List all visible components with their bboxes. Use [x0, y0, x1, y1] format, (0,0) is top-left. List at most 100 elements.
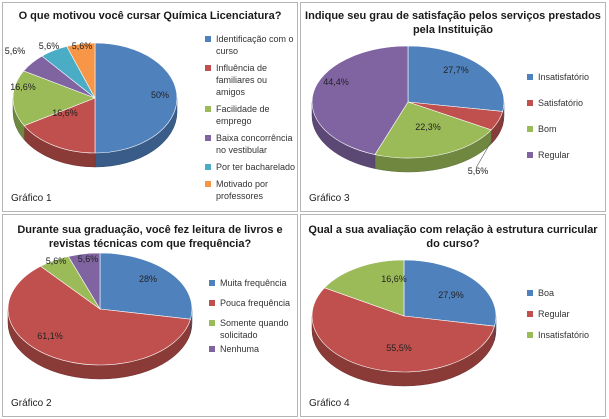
legend-swatch	[205, 106, 211, 112]
pie-slice	[12, 70, 96, 127]
chart-legend: Insatisfatório Satisfatório Bom Regular	[527, 71, 605, 175]
legend-swatch	[527, 311, 533, 317]
data-label: 5,6%	[46, 256, 67, 266]
legend-item: Muita frequência	[209, 277, 297, 289]
legend-swatch	[209, 320, 215, 326]
legend-swatch	[205, 135, 211, 141]
legend-label: Identificação com o curso	[216, 34, 294, 56]
pie-slice	[67, 252, 101, 311]
data-label: 5,6%	[78, 254, 99, 264]
data-label: 61,1%	[37, 331, 63, 341]
pie-slice	[23, 97, 96, 154]
legend-swatch	[209, 300, 215, 306]
chart-legend: Muita frequência Pouca frequência Soment…	[209, 277, 297, 360]
data-label: 55,5%	[386, 343, 412, 353]
chart-panel-2: Durante sua graduação, você fez leitura …	[2, 214, 298, 417]
legend-swatch	[527, 126, 533, 132]
data-label: 27,9%	[438, 290, 464, 300]
chart-legend: Identificação com o curso Influência de …	[205, 33, 297, 207]
data-label: 28%	[139, 274, 157, 284]
pie-slice	[374, 101, 492, 159]
chart-panel-4: Qual a sua avaliação com relação à estru…	[300, 214, 606, 417]
legend-swatch	[527, 290, 533, 296]
legend-swatch	[527, 74, 533, 80]
pie-slice	[407, 45, 505, 112]
legend-item: Satisfatório	[527, 97, 605, 109]
legend-swatch	[527, 152, 533, 158]
data-label: 5,6%	[5, 46, 26, 56]
legend-label: Satisfatório	[538, 98, 584, 108]
legend-swatch	[209, 346, 215, 352]
figure-label: Gráfico 2	[11, 398, 52, 409]
data-label: 5,6%	[72, 41, 93, 51]
data-label: 50%	[151, 90, 169, 100]
chart-title: Indique seu grau de satisfação pelos ser…	[305, 10, 601, 36]
legend-item: Regular	[527, 308, 605, 320]
data-label: 44,4%	[323, 77, 349, 87]
pie-slice	[94, 42, 178, 154]
legend-label: Pouca frequência	[220, 298, 291, 308]
legend-label: Boa	[538, 288, 555, 298]
chart-title: O que motivou você cursar Química Licenc…	[18, 10, 282, 22]
legend-swatch	[205, 65, 211, 71]
legend-item: Regular	[527, 149, 605, 161]
chart-title: Durante sua graduação, você fez leitura …	[17, 224, 283, 250]
pie-slice	[311, 287, 495, 373]
legend-item: Baixa concorrência no vestibular	[205, 132, 297, 156]
legend-label: Insatisfatório	[538, 330, 590, 340]
legend-label: Facilidade de emprego	[216, 104, 270, 126]
legend-swatch	[527, 100, 533, 106]
data-label: 27,7%	[443, 65, 469, 75]
legend-label: Motivado por professores	[216, 179, 269, 201]
legend-label: Bom	[538, 124, 557, 134]
pie-slice	[403, 259, 497, 327]
legend-item: Insatisfatório	[527, 71, 605, 83]
data-label: 16,6%	[10, 82, 36, 92]
chart-title: Qual a sua avaliação com relação à estru…	[308, 224, 598, 250]
figure-label: Gráfico 4	[309, 398, 350, 409]
pie-chart: 27,9% 55,5% 16,6%	[311, 259, 497, 387]
legend-label: Influência de familiares ou amigos	[216, 63, 268, 97]
legend-item: Bom	[527, 123, 605, 135]
legend-label: Muita frequência	[220, 278, 287, 288]
legend-item: Insatisfatório	[527, 329, 605, 341]
chart-legend: Boa Regular Insatisfatório	[527, 287, 605, 346]
leader-line	[475, 128, 499, 169]
pie-slice	[323, 259, 405, 317]
legend-swatch	[527, 332, 533, 338]
figure-label: Gráfico 1	[11, 193, 52, 204]
legend-swatch	[205, 181, 211, 187]
legend-label: Baixa concorrência no vestibular	[216, 133, 293, 155]
pie-chart: 28% 61,1% 5,6% 5,6%	[7, 252, 193, 380]
legend-item: Motivado por professores	[205, 178, 297, 202]
legend-item: Por ter bacharelado	[205, 161, 297, 173]
legend-item: Influência de familiares ou amigos	[205, 62, 297, 98]
data-label: 5,6%	[468, 166, 489, 176]
data-label: 22,3%	[415, 122, 441, 132]
chart-panel-1: O que motivou você cursar Química Licenc…	[2, 2, 298, 212]
pie-slice	[311, 45, 409, 155]
legend-label: Insatisfatório	[538, 72, 590, 82]
pie-slice	[66, 42, 96, 99]
data-label: 5,6%	[39, 41, 60, 51]
legend-item: Facilidade de emprego	[205, 103, 297, 127]
pie-slice	[7, 265, 191, 366]
legend-item: Identificação com o curso	[205, 33, 297, 57]
chart-panel-3: Indique seu grau de satisfação pelos ser…	[300, 2, 606, 212]
legend-swatch	[209, 280, 215, 286]
data-label: 16,6%	[52, 108, 78, 118]
legend-swatch	[205, 164, 211, 170]
legend-label: Regular	[538, 150, 570, 160]
legend-label: Por ter bacharelado	[216, 162, 296, 172]
legend-item: Pouca frequência	[209, 297, 297, 309]
legend-label: Nenhuma	[220, 344, 260, 354]
legend-label: Somente quando solicitado	[220, 318, 289, 340]
legend-item: Nenhuma	[209, 343, 297, 355]
data-label: 16,6%	[381, 274, 407, 284]
legend-label: Regular	[538, 309, 570, 319]
pie-slice	[99, 252, 193, 320]
legend-item: Somente quando solicitado	[209, 317, 297, 341]
legend-swatch	[205, 36, 211, 42]
figure-label: Gráfico 3	[309, 193, 350, 204]
legend-item: Boa	[527, 287, 605, 299]
